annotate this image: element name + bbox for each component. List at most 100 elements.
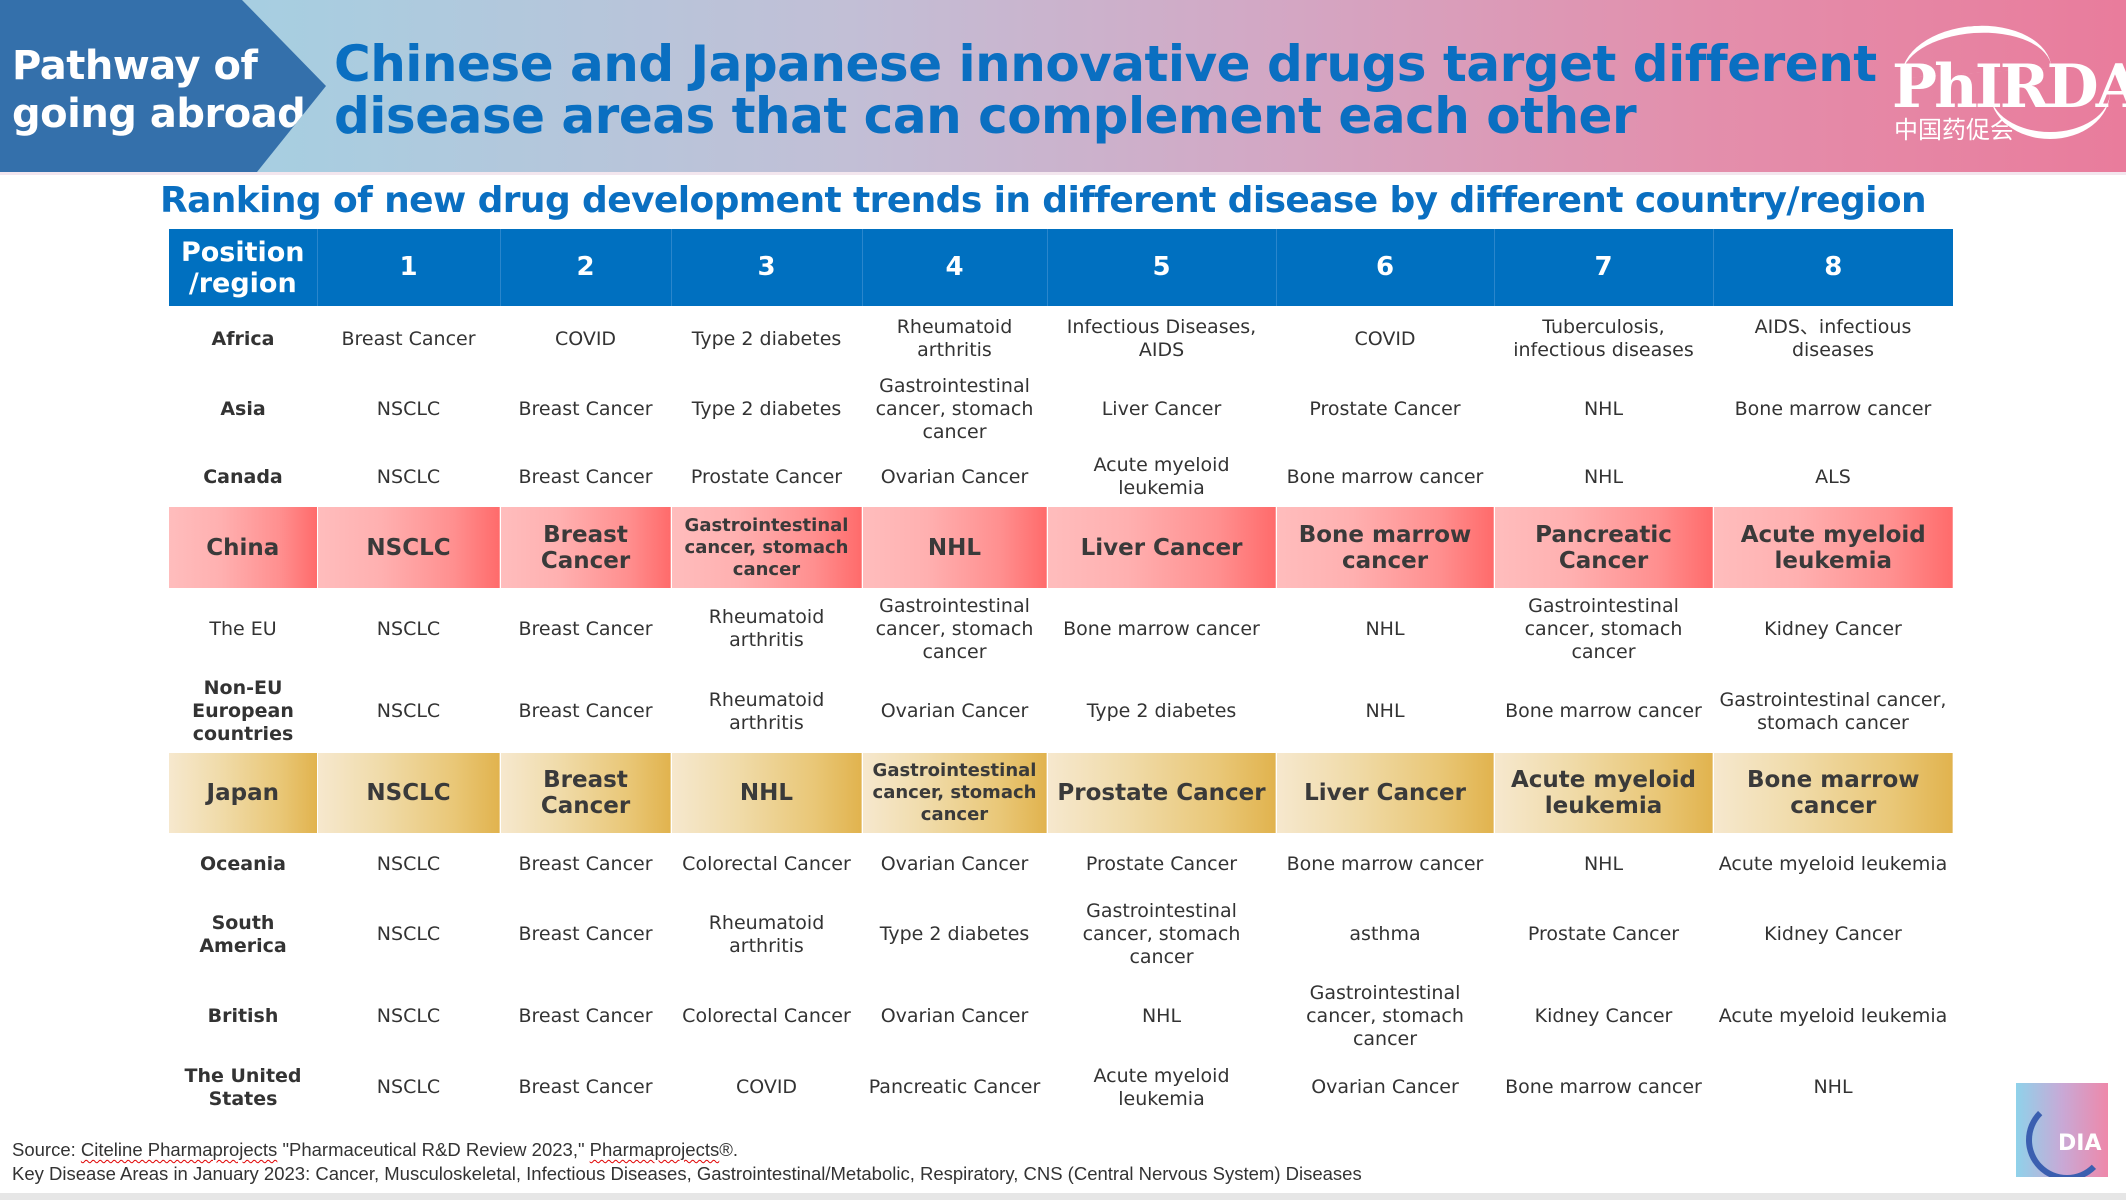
rank-cell: Bone marrow cancer: [1063, 617, 1260, 640]
dia-logo: DIA: [2016, 1083, 2108, 1177]
rank-cell: NHL: [1365, 700, 1405, 722]
rank-cell: Rheumatoid arthritis: [708, 606, 825, 651]
rank-cell: Kidney Cancer: [1764, 923, 1902, 945]
rank-cell: Breast Cancer: [499, 753, 671, 833]
rank-cell: AIDS、infectious diseases: [1754, 316, 1912, 361]
rank-cell: ALS: [1815, 465, 1851, 488]
rank-cell: Liver Cancer: [1275, 753, 1494, 833]
rank-cell: COVID: [554, 327, 617, 350]
rank-cell: NHL: [861, 507, 1047, 588]
rank-cell: NSCLC: [376, 1076, 441, 1098]
table-row: Non-EU European countries NSCLC Breast Can…: [169, 670, 1953, 753]
column-header-rank-6: 6: [1275, 229, 1494, 306]
rank-cell: asthma: [1349, 923, 1421, 945]
rank-cell: NHL: [670, 753, 862, 833]
rank-cell: NSCLC: [376, 1004, 441, 1027]
rank-cell: Bone marrow cancer: [1734, 398, 1932, 420]
rank-cell: Kidney Cancer: [1764, 617, 1902, 640]
rank-cell: NSCLC: [376, 398, 441, 420]
ranking-table: Position /region 1 2 3 4 5 6 7 8 Africa Breast Ca…: [169, 229, 1953, 1117]
rank-cell: Acute myeloid leukemia: [1712, 507, 1953, 588]
column-header-rank-3: 3: [670, 229, 862, 306]
rank-cell: Prostate Cancer: [1527, 923, 1680, 945]
rank-cell: Bone marrow cancer: [1505, 700, 1702, 722]
rank-cell: Acute myeloid leukemia: [1718, 1004, 1948, 1027]
table-row: The United States NSCLC Breast Cancer COVID…: [169, 1058, 1953, 1117]
rank-cell: Rheumatoid arthritis: [708, 688, 825, 734]
rank-cell: Breast Cancer: [518, 700, 653, 722]
region-cell: Oceania: [200, 852, 286, 875]
source-brand: Pharmaprojects: [589, 1139, 720, 1160]
region-cell: The EU: [209, 617, 277, 640]
table-row: South America NSCLC Breast Cancer Rheumatoi…: [169, 895, 1953, 974]
source-line: Source: Citeline Pharmaprojects "Pharmac…: [12, 1138, 1362, 1162]
rank-cell: Bone marrow cancer: [1275, 507, 1494, 588]
table-row: Africa Breast Cancer COVID Type 2 diabetes R…: [169, 306, 1953, 372]
page-title: Chinese and Japanese innovative drugs ta…: [334, 35, 1877, 145]
rank-cell: Breast Cancer: [518, 398, 653, 420]
rank-cell: Breast Cancer: [518, 852, 653, 875]
rank-cell: Bone marrow cancer: [1286, 465, 1484, 488]
region-cell: China: [169, 507, 317, 588]
column-header-rank-4: 4: [861, 229, 1047, 306]
region-cell: Asia: [220, 398, 266, 420]
rank-cell: Tuberculosis, infectious diseases: [1513, 316, 1694, 361]
rank-cell: Kidney Cancer: [1534, 1004, 1673, 1027]
table-row: Japan NSCLC Breast Cancer NHL Gastrointestin…: [169, 753, 1953, 833]
source-name: Citeline Pharmaprojects: [80, 1139, 278, 1160]
table-body: Africa Breast Cancer COVID Type 2 diabetes R…: [169, 306, 1953, 1117]
rank-cell: Type 2 diabetes: [691, 327, 842, 350]
source-suffix: ®.: [719, 1139, 739, 1160]
rank-cell: NSCLC: [376, 700, 441, 722]
rank-cell: NSCLC: [376, 617, 441, 640]
table-row: Asia NSCLC Breast Cancer Type 2 diabetes Gas…: [169, 372, 1953, 447]
rank-cell: Bone marrow cancer: [1505, 1076, 1702, 1098]
region-cell: Africa: [211, 327, 275, 350]
key-disease-areas: Key Disease Areas in January 2023: Cance…: [12, 1163, 1362, 1184]
rank-cell: Pancreatic Cancer: [1493, 507, 1713, 588]
rank-cell: Breast Cancer: [518, 617, 653, 640]
rank-cell: NSCLC: [376, 923, 441, 945]
rank-cell: Ovarian Cancer: [880, 852, 1029, 875]
rank-cell: NHL: [1365, 617, 1405, 640]
source-note: Source: Citeline Pharmaprojects "Pharmac…: [12, 1138, 1362, 1186]
rank-cell: Gastrointestinal cancer, stomach cancer: [1306, 981, 1464, 1050]
region-cell: Canada: [203, 465, 283, 488]
rank-cell: Colorectal Cancer: [682, 852, 851, 875]
logo-subtext: 中国药促会: [1894, 117, 2014, 144]
rank-cell: Breast Cancer: [518, 923, 653, 945]
rank-cell: Ovarian Cancer: [880, 465, 1029, 488]
rank-cell: Liver Cancer: [1101, 398, 1222, 420]
rank-cell: NHL: [1141, 1004, 1182, 1027]
rank-cell: NSCLC: [376, 465, 441, 488]
rank-cell: Prostate Cancer: [1085, 852, 1238, 875]
source-title: "Pharmaceutical R&D Review 2023,": [277, 1139, 590, 1160]
region-cell: South America: [199, 911, 287, 957]
region-cell: British: [207, 1004, 279, 1027]
region-cell: Japan: [169, 753, 317, 833]
header-banner: Pathway of going abroad Chinese and Japa…: [0, 0, 2126, 175]
rank-cell: Bone marrow cancer: [1286, 852, 1484, 875]
rank-cell: Acute myeloid leukemia: [1493, 753, 1713, 833]
table-row: British NSCLC Breast Cancer Colorectal Canc…: [169, 974, 1953, 1058]
rank-cell: Bone marrow cancer: [1712, 753, 1953, 833]
rank-cell: Breast Cancer: [341, 327, 476, 350]
rank-cell: Infectious Diseases, AIDS: [1066, 316, 1257, 361]
rank-cell: Gastrointestinal cancer, stomach cancer: [670, 507, 862, 588]
rank-cell: NHL: [1583, 852, 1624, 875]
rank-cell: Breast Cancer: [518, 1076, 653, 1098]
bottom-strip: [0, 1193, 2126, 1200]
table-row: Canada NSCLC Breast Cancer Prostate Cancer O…: [169, 447, 1953, 507]
rank-cell: NSCLC: [376, 852, 441, 875]
rank-cell: Type 2 diabetes: [1086, 700, 1237, 722]
phirda-logo: PhIRDA 中国药促会: [1890, 20, 2126, 144]
table-title: Ranking of new drug development trends i…: [0, 180, 2126, 221]
rank-cell: Gastrointestinal cancer, stomach cancer: [875, 594, 1034, 663]
table-row: The EU NSCLC Breast Cancer Rheumatoid arthr…: [169, 588, 1953, 670]
rank-cell: COVID: [735, 1076, 798, 1098]
rank-cell: Rheumatoid arthritis: [896, 316, 1013, 361]
rank-cell: NSCLC: [316, 507, 500, 588]
rank-cell: Ovarian Cancer: [880, 700, 1029, 722]
section-arrow: Pathway of going abroad: [0, 0, 326, 172]
dia-logo-text: DIA: [2058, 1131, 2102, 1156]
